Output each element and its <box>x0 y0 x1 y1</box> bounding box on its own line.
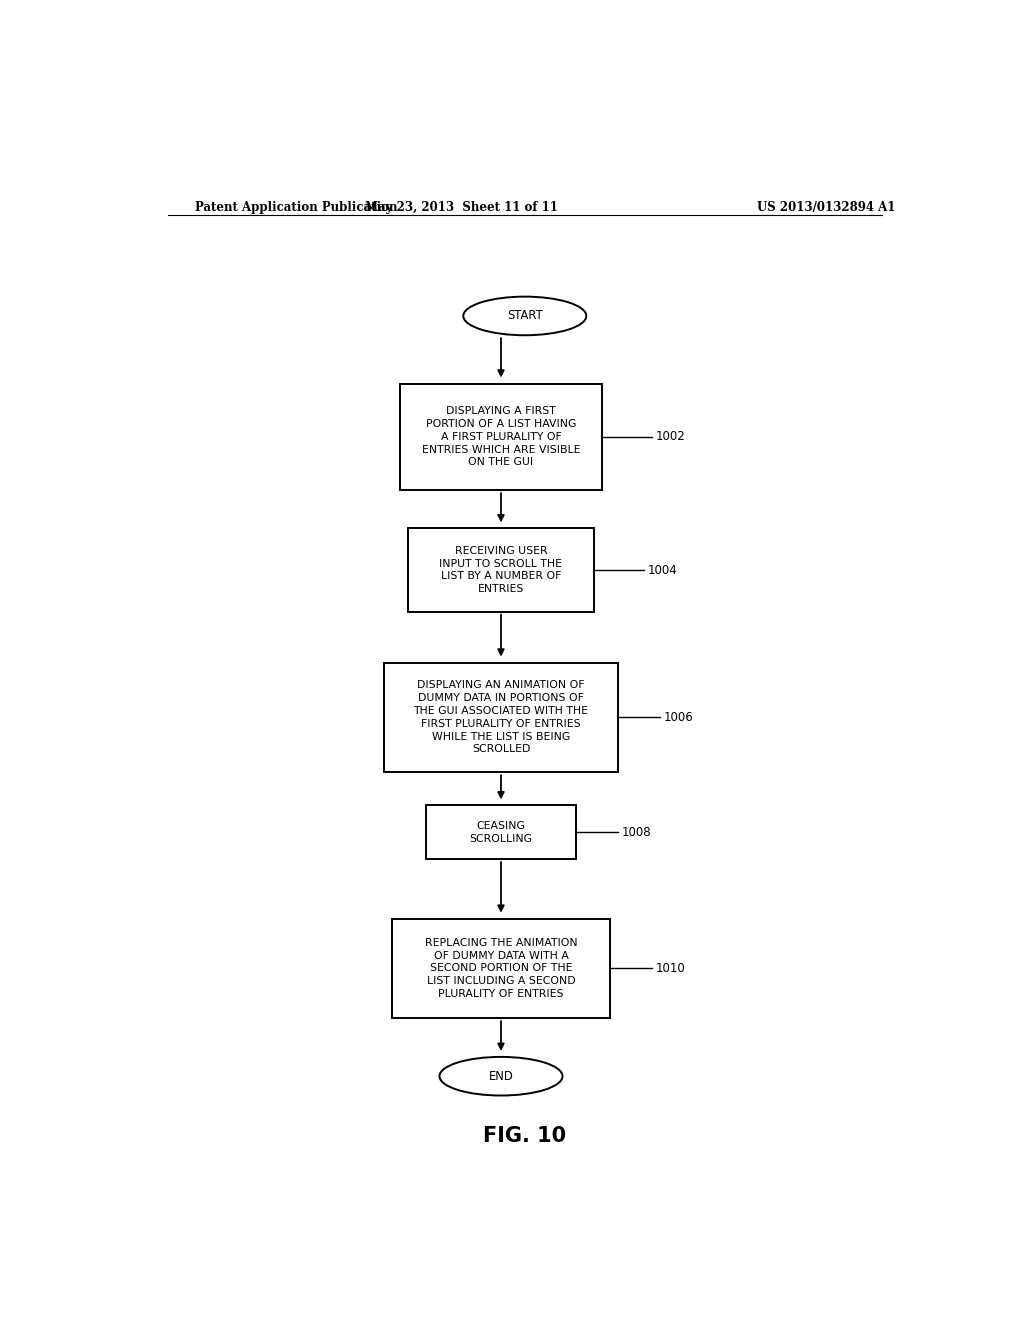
Text: 1010: 1010 <box>655 962 685 975</box>
Text: DISPLAYING AN ANIMATION OF
DUMMY DATA IN PORTIONS OF
THE GUI ASSOCIATED WITH THE: DISPLAYING AN ANIMATION OF DUMMY DATA IN… <box>414 680 589 755</box>
FancyBboxPatch shape <box>426 805 577 859</box>
Text: 1004: 1004 <box>648 564 678 577</box>
Text: Patent Application Publication: Patent Application Publication <box>196 201 398 214</box>
Text: REPLACING THE ANIMATION
OF DUMMY DATA WITH A
SECOND PORTION OF THE
LIST INCLUDIN: REPLACING THE ANIMATION OF DUMMY DATA WI… <box>425 939 578 999</box>
Text: May 23, 2013  Sheet 11 of 11: May 23, 2013 Sheet 11 of 11 <box>365 201 558 214</box>
Ellipse shape <box>463 297 587 335</box>
FancyBboxPatch shape <box>392 919 610 1018</box>
Text: CEASING
SCROLLING: CEASING SCROLLING <box>469 821 532 843</box>
Text: 1002: 1002 <box>655 430 685 444</box>
Ellipse shape <box>439 1057 562 1096</box>
Text: END: END <box>488 1069 513 1082</box>
FancyBboxPatch shape <box>408 528 594 611</box>
Text: FIG. 10: FIG. 10 <box>483 1126 566 1146</box>
FancyBboxPatch shape <box>384 663 618 772</box>
Text: US 2013/0132894 A1: US 2013/0132894 A1 <box>757 201 896 214</box>
Text: DISPLAYING A FIRST
PORTION OF A LIST HAVING
A FIRST PLURALITY OF
ENTRIES WHICH A: DISPLAYING A FIRST PORTION OF A LIST HAV… <box>422 407 581 467</box>
Text: 1008: 1008 <box>622 826 651 838</box>
Text: RECEIVING USER
INPUT TO SCROLL THE
LIST BY A NUMBER OF
ENTRIES: RECEIVING USER INPUT TO SCROLL THE LIST … <box>439 546 562 594</box>
Text: 1006: 1006 <box>664 711 693 723</box>
Text: START: START <box>507 309 543 322</box>
FancyBboxPatch shape <box>399 384 602 490</box>
